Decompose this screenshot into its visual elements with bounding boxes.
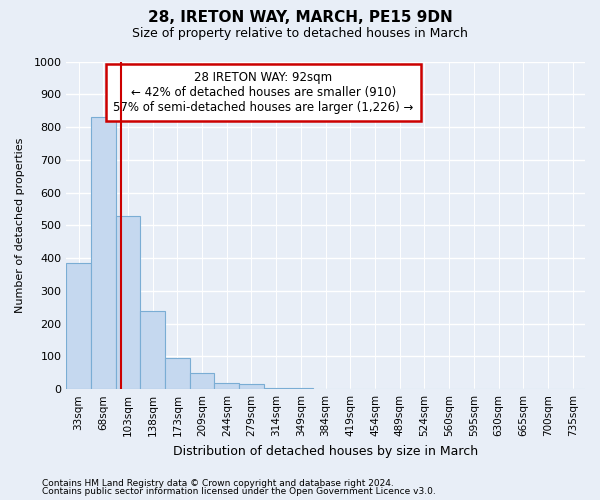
Bar	[140, 310, 165, 389]
Bar	[313, 388, 338, 389]
Text: 28 IRETON WAY: 92sqm
← 42% of detached houses are smaller (910)
57% of semi-deta: 28 IRETON WAY: 92sqm ← 42% of detached h…	[113, 72, 413, 114]
Bar	[165, 358, 190, 389]
X-axis label: Distribution of detached houses by size in March: Distribution of detached houses by size …	[173, 444, 478, 458]
Bar	[239, 384, 264, 389]
Y-axis label: Number of detached properties: Number of detached properties	[15, 138, 25, 313]
Bar	[190, 373, 214, 389]
Text: Size of property relative to detached houses in March: Size of property relative to detached ho…	[132, 28, 468, 40]
Text: Contains public sector information licensed under the Open Government Licence v3: Contains public sector information licen…	[42, 487, 436, 496]
Bar	[66, 263, 91, 389]
Bar	[91, 117, 116, 389]
Text: 28, IRETON WAY, MARCH, PE15 9DN: 28, IRETON WAY, MARCH, PE15 9DN	[148, 10, 452, 25]
Bar	[116, 216, 140, 389]
Bar	[214, 382, 239, 389]
Text: Contains HM Land Registry data © Crown copyright and database right 2024.: Contains HM Land Registry data © Crown c…	[42, 478, 394, 488]
Bar	[264, 388, 289, 389]
Bar	[289, 388, 313, 389]
